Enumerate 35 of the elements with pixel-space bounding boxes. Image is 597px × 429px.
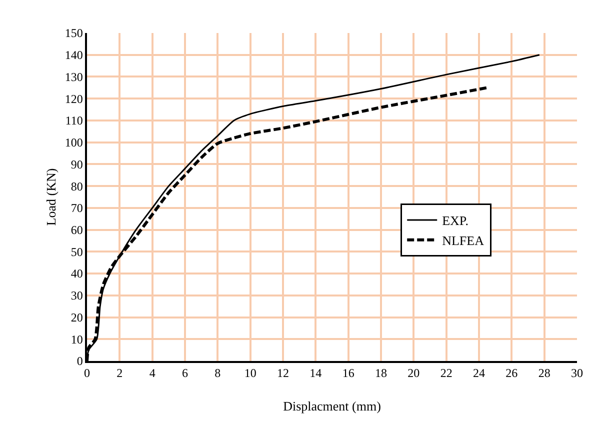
legend-label: NLFEA [442,232,485,248]
x-tick-label: 10 [244,366,256,380]
y-tick-label: 90 [70,157,83,172]
y-tick-label: 120 [64,92,83,106]
x-tick-label: 18 [375,366,387,380]
y-tick-label: 70 [70,201,83,216]
y-tick-label: 20 [70,310,83,324]
y-tick-label: 130 [64,70,83,84]
y-tick-label: 110 [65,114,83,128]
y-tick-label: 60 [70,223,83,237]
x-tick-label: 20 [408,366,420,380]
y-tick-label: 0 [76,354,83,368]
y-tick-label: 140 [64,48,83,62]
x-tick-label: 16 [342,366,354,380]
x-tick-label: 24 [473,366,485,380]
y-tick-label: 10 [70,332,83,346]
y-tick-label: 50 [70,244,83,259]
y-tick-label: 80 [70,179,83,194]
x-tick-label: 26 [506,366,518,380]
y-tick-label: 30 [70,288,83,303]
x-tick-label: 12 [277,366,289,380]
x-tick-label: 8 [214,366,221,380]
y-axis-title: Load (KN) [43,168,58,226]
x-tick-label: 2 [116,366,123,380]
y-tick-label: 150 [64,26,83,40]
y-tick-label: 40 [70,266,83,281]
y-tick-label: 100 [64,136,83,150]
x-axis-title: Displacment (mm) [283,398,381,414]
x-tick-label: 28 [538,366,550,380]
x-tick-label: 4 [149,366,156,380]
x-tick-label: 14 [310,366,322,380]
legend-label: EXP. [442,213,468,228]
x-tick-label: 6 [182,366,188,380]
x-tick-label: 22 [440,366,452,380]
x-tick-label: 30 [571,366,583,380]
